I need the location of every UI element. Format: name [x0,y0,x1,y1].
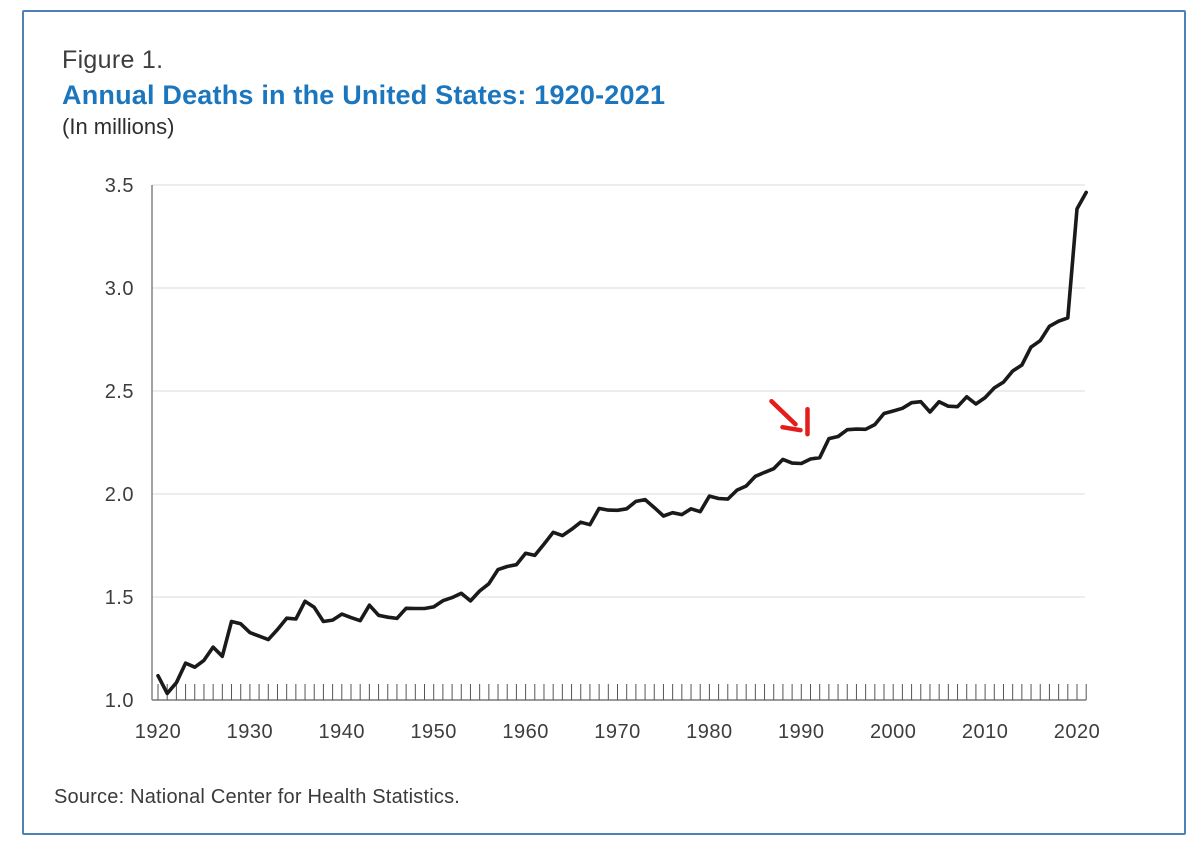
x-tick-label: 1980 [686,721,733,743]
x-tick-label: 2020 [1054,721,1101,743]
chart-title: Annual Deaths in the United States: 1920… [62,80,666,110]
x-tick-label: 2000 [870,721,917,743]
data-line [156,190,1088,696]
y-gridlines [152,184,1085,598]
axes [151,185,1087,701]
y-axis-labels: 1.0 1.5 2.0 2.5 3.0 3.5 [105,175,134,712]
source-note: Source: National Center for Health Stati… [54,786,461,808]
x-tick-label: 1970 [594,721,641,743]
y-tick-label: 3.0 [105,278,134,300]
x-axis-labels: 1920 1930 1940 1950 1960 1970 1980 1990 2000 2010… [135,721,1101,743]
red-arrow-annotation [769,398,810,437]
y-tick-label: 3.5 [105,175,134,197]
x-axis-year-ticks [157,684,1087,700]
x-tick-label: 1940 [319,721,366,743]
x-tick-label: 1930 [227,721,274,743]
y-tick-label: 1.0 [105,690,134,712]
figure-frame [22,10,1186,835]
x-tick-label: 1950 [410,721,457,743]
chart-subtitle: (In millions) [62,114,175,139]
y-tick-label: 2.0 [105,484,134,506]
y-tick-label: 1.5 [105,587,134,609]
x-tick-label: 1920 [135,721,182,743]
figure-label: Figure 1. [62,46,164,74]
x-tick-label: 1990 [778,721,825,743]
x-tick-label: 2010 [962,721,1009,743]
y-tick-label: 2.5 [105,381,134,403]
x-tick-label: 1960 [502,721,549,743]
